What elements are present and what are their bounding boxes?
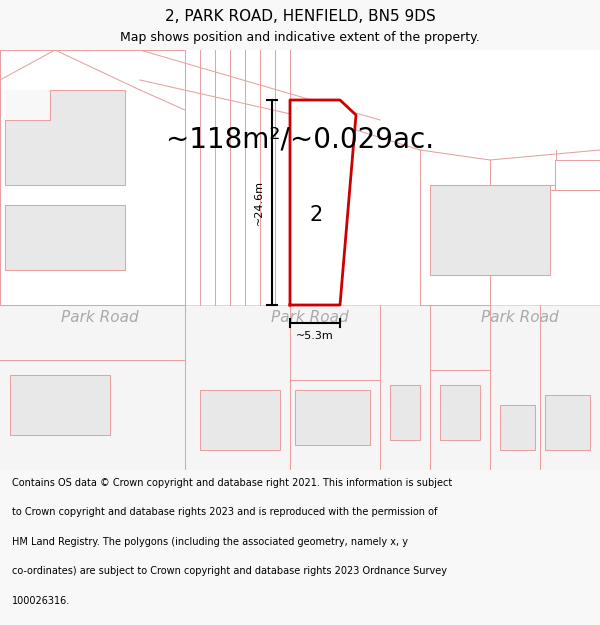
Polygon shape (290, 100, 356, 305)
Bar (500, 405, 535, 450)
Bar (0, 50, 600, 305)
Text: ~118m²/~0.029ac.: ~118m²/~0.029ac. (166, 126, 434, 154)
Text: Park Road: Park Road (481, 311, 559, 326)
Text: Map shows position and indicative extent of the property.: Map shows position and indicative extent… (120, 31, 480, 44)
Text: 2, PARK ROAD, HENFIELD, BN5 9DS: 2, PARK ROAD, HENFIELD, BN5 9DS (164, 9, 436, 24)
Text: ~5.3m: ~5.3m (296, 331, 334, 341)
Text: to Crown copyright and database rights 2023 and is reproduced with the permissio: to Crown copyright and database rights 2… (12, 508, 437, 518)
Bar (0, 305, 600, 470)
Bar (430, 185, 550, 275)
Text: co-ordinates) are subject to Crown copyright and database rights 2023 Ordnance S: co-ordinates) are subject to Crown copyr… (12, 566, 447, 576)
Text: 100026316.: 100026316. (12, 596, 70, 606)
Bar (295, 390, 370, 445)
Bar (10, 375, 110, 435)
Bar (545, 395, 590, 450)
Text: Park Road: Park Road (61, 311, 139, 326)
Bar (440, 385, 480, 440)
Text: HM Land Registry. The polygons (including the associated geometry, namely x, y: HM Land Registry. The polygons (includin… (12, 537, 408, 547)
Text: 2: 2 (310, 205, 323, 225)
Text: ~24.6m: ~24.6m (254, 180, 264, 225)
Bar (5, 90, 125, 185)
Bar (5, 205, 125, 270)
Bar (200, 390, 280, 450)
Text: Park Road: Park Road (271, 311, 349, 326)
Bar (5, 90, 50, 120)
Bar (390, 385, 420, 440)
Text: Contains OS data © Crown copyright and database right 2021. This information is : Contains OS data © Crown copyright and d… (12, 478, 452, 488)
